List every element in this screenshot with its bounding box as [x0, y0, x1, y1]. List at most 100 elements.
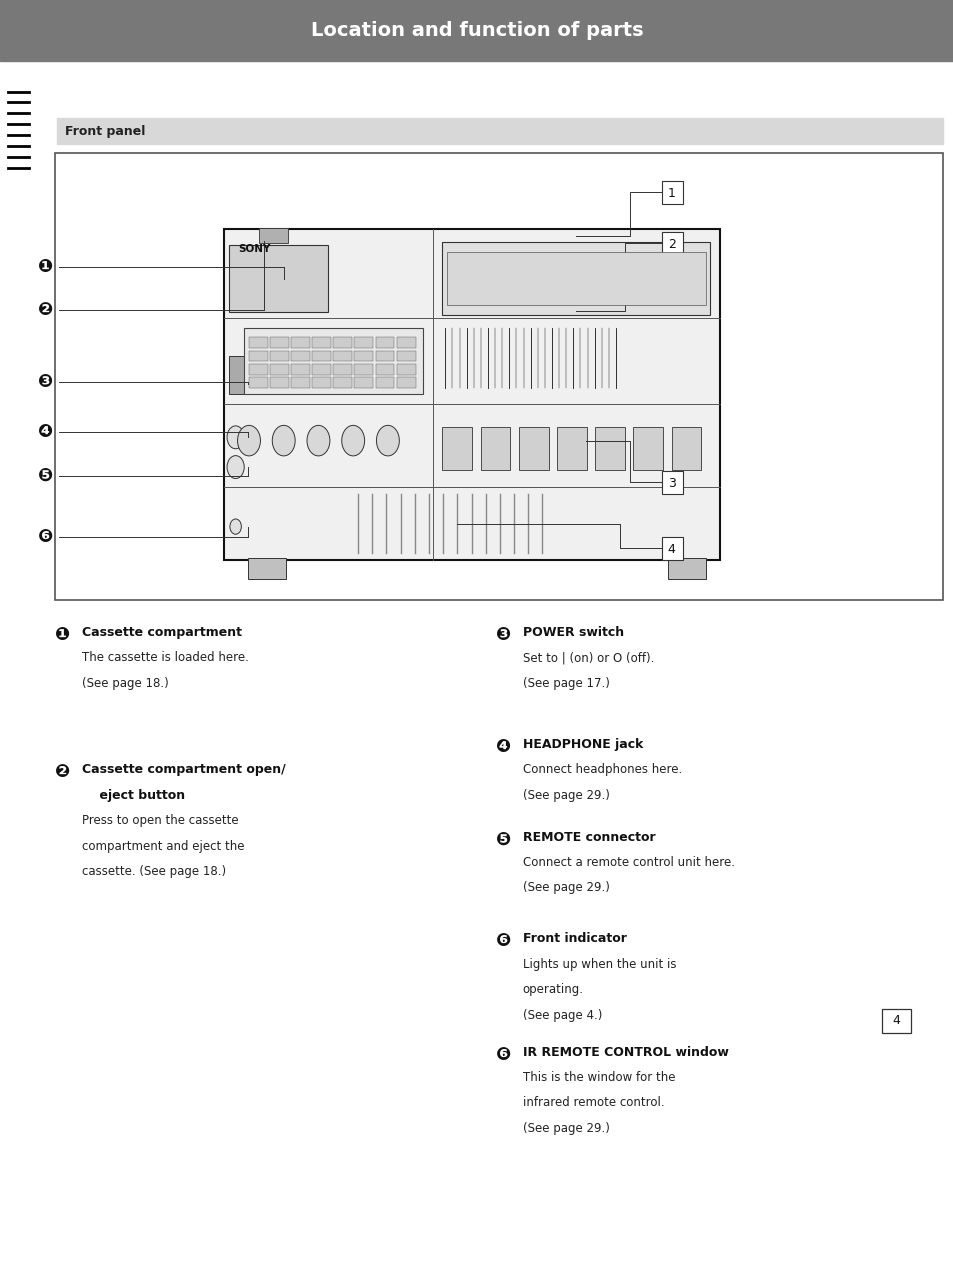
Bar [355, 351, 373, 361]
Bar [229, 245, 328, 312]
Text: Set to | (on) or O (off).: Set to | (on) or O (off). [522, 651, 654, 664]
Bar [661, 471, 682, 494]
Bar [244, 328, 422, 394]
Text: eject button: eject button [82, 789, 185, 801]
Text: (See page 29.): (See page 29.) [522, 1122, 609, 1135]
Text: The cassette is loaded here.: The cassette is loaded here. [82, 651, 249, 664]
Text: (See page 4.): (See page 4.) [522, 1009, 601, 1021]
Text: ❸: ❸ [496, 626, 511, 644]
Text: ❻: ❻ [38, 528, 53, 546]
Bar [291, 337, 310, 347]
Circle shape [230, 519, 241, 534]
Bar [661, 181, 682, 204]
Bar [375, 337, 394, 347]
Bar [333, 337, 352, 347]
Bar [249, 364, 267, 374]
Bar [312, 378, 331, 388]
Bar [633, 427, 662, 471]
Bar [396, 351, 416, 361]
Text: ❸: ❸ [38, 373, 53, 391]
Bar [229, 356, 246, 394]
Circle shape [227, 426, 244, 449]
Bar [270, 364, 289, 374]
Text: Connect headphones here.: Connect headphones here. [522, 763, 681, 776]
Bar [248, 558, 286, 579]
Text: Connect a remote control unit here.: Connect a remote control unit here. [522, 856, 734, 869]
Text: ❶: ❶ [55, 626, 71, 644]
Circle shape [376, 425, 399, 455]
Bar [291, 351, 310, 361]
Text: SONY: SONY [238, 244, 271, 254]
Text: compartment and eject the: compartment and eject the [82, 840, 244, 852]
Bar [55, 153, 942, 600]
Circle shape [341, 425, 364, 455]
Text: POWER switch: POWER switch [522, 626, 623, 639]
Bar [355, 364, 373, 374]
Text: (See page 29.): (See page 29.) [522, 881, 609, 894]
Text: ❺: ❺ [38, 467, 53, 485]
Text: ❹: ❹ [38, 424, 53, 441]
Text: 4: 4 [667, 543, 675, 556]
Bar [291, 378, 310, 388]
Text: Cassette compartment: Cassette compartment [82, 626, 242, 639]
Text: cassette. (See page 18.): cassette. (See page 18.) [82, 865, 226, 878]
Bar [442, 242, 710, 315]
Text: 2: 2 [667, 238, 675, 251]
Bar [333, 351, 352, 361]
Bar [671, 427, 700, 471]
Text: (See page 29.): (See page 29.) [522, 789, 609, 801]
Text: ❻: ❻ [496, 1046, 511, 1063]
Text: 3: 3 [667, 477, 675, 490]
Text: ❷: ❷ [55, 763, 71, 781]
Circle shape [237, 425, 260, 455]
Text: Front panel: Front panel [65, 125, 145, 137]
Text: HEADPHONE jack: HEADPHONE jack [522, 738, 642, 750]
Bar [57, 118, 942, 144]
Bar [661, 232, 682, 254]
Text: 1: 1 [667, 187, 675, 200]
Text: (See page 18.): (See page 18.) [82, 677, 169, 689]
Bar [661, 537, 682, 560]
Bar [333, 364, 352, 374]
Text: ❻: ❻ [496, 932, 511, 950]
Bar [518, 427, 548, 471]
Text: Lights up when the unit is: Lights up when the unit is [522, 958, 676, 971]
Bar [375, 351, 394, 361]
Bar [396, 364, 416, 374]
Text: REMOTE connector: REMOTE connector [522, 831, 655, 843]
Bar [312, 337, 331, 347]
Bar [249, 351, 267, 361]
Bar [557, 427, 586, 471]
Bar [882, 1009, 910, 1033]
Bar [447, 252, 705, 305]
Bar [396, 337, 416, 347]
Bar [355, 378, 373, 388]
Text: ❺: ❺ [496, 831, 511, 848]
Text: Front indicator: Front indicator [522, 932, 626, 945]
Bar [270, 337, 289, 347]
Text: This is the window for the: This is the window for the [522, 1071, 675, 1084]
Bar [396, 378, 416, 388]
Text: Cassette compartment open/: Cassette compartment open/ [82, 763, 286, 776]
Bar [442, 427, 472, 471]
Text: Location and function of parts: Location and function of parts [311, 22, 642, 39]
Bar [224, 229, 720, 560]
Text: operating.: operating. [522, 983, 583, 996]
Text: infrared remote control.: infrared remote control. [522, 1096, 663, 1109]
Bar [312, 351, 331, 361]
Bar [667, 558, 705, 579]
Bar [249, 337, 267, 347]
Bar [270, 351, 289, 361]
Bar [595, 427, 624, 471]
Bar [0, 0, 953, 61]
Circle shape [307, 425, 330, 455]
Text: 4: 4 [892, 1014, 900, 1027]
Bar [291, 364, 310, 374]
Bar [249, 378, 267, 388]
Text: Press to open the cassette: Press to open the cassette [82, 814, 238, 827]
Circle shape [227, 455, 244, 478]
Text: (See page 17.): (See page 17.) [522, 677, 609, 689]
Text: ❶: ❶ [38, 258, 53, 276]
Bar [312, 364, 331, 374]
Bar [258, 228, 288, 243]
